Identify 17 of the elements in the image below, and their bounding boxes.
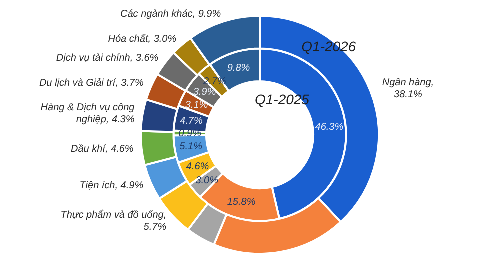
data-label: 15.8% <box>227 197 256 208</box>
slice-label: Thực phẩm và đồ uống, 5.7% <box>60 208 167 233</box>
slice-label: Dịch vụ tài chính, 3.6% <box>56 53 159 64</box>
data-label: 3.1% <box>185 100 208 111</box>
data-label: 46.3% <box>315 122 344 133</box>
data-label: 4.6% <box>186 162 210 173</box>
slice-label: Các ngành khác, 9.9% <box>120 8 222 20</box>
slice-label: Hóa chất, 3.0% <box>108 34 177 45</box>
slice-label: Ngân hàng, 38.1% <box>382 77 434 100</box>
slice-label: Hàng & Dịch vụ công nghiệp, 4.3% <box>40 102 136 126</box>
slice-label: Du lịch và Giải trí, 3.7% <box>39 78 144 90</box>
slice-label: Tiện ích, 4.9% <box>80 180 144 192</box>
data-label: 5.1% <box>180 141 203 152</box>
slice-label: Dầu khí, 4.6% <box>71 144 134 156</box>
data-label: 3.9% <box>193 86 216 98</box>
data-label: 4.7% <box>180 116 203 128</box>
data-label: 9.8% <box>227 63 250 74</box>
